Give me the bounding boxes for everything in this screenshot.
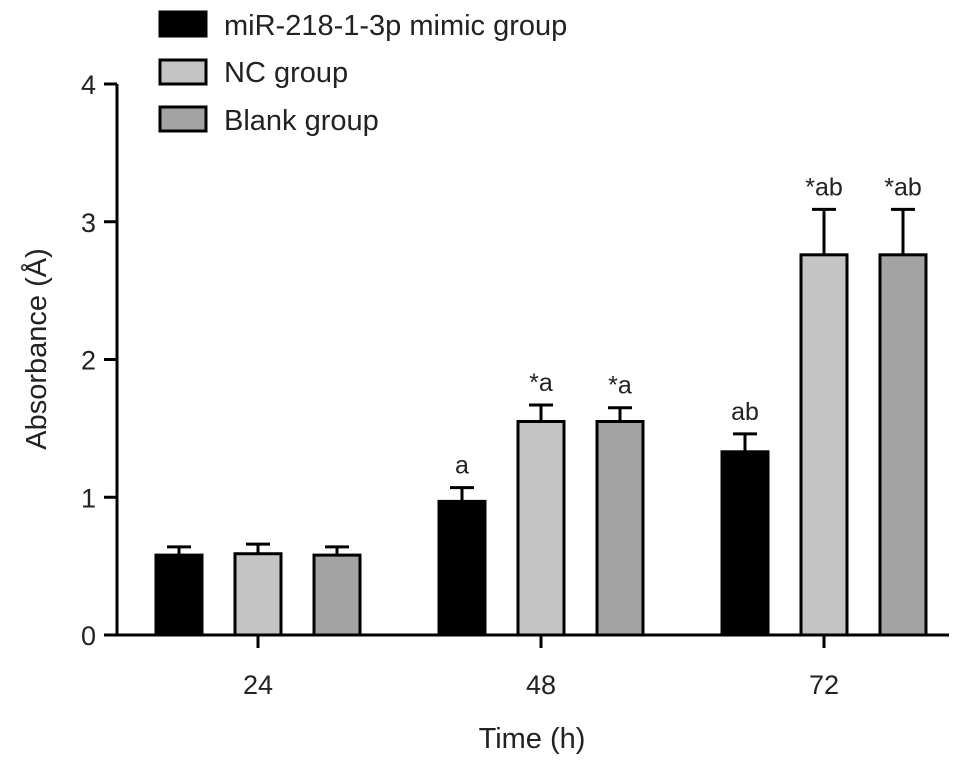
bar — [154, 553, 204, 637]
bar — [595, 419, 645, 637]
legend-swatch-nc — [158, 58, 208, 86]
legend-swatch-mimic — [158, 10, 208, 38]
x-axis-title: Time (h) — [479, 723, 586, 755]
bar — [516, 419, 566, 637]
y-tick-label: 0 — [81, 621, 96, 651]
significance-label: *a — [529, 369, 553, 397]
y-tick-label: 2 — [81, 346, 96, 376]
significance-label: *a — [608, 372, 632, 400]
legend-label-nc: NC group — [224, 57, 348, 89]
bar — [437, 499, 487, 637]
x-axis: 24 48 72 Time (h) — [115, 633, 949, 755]
x-tick-label: 72 — [809, 670, 839, 700]
x-tick-label: 24 — [243, 670, 273, 700]
y-tick-label: 1 — [81, 483, 96, 513]
legend: miR-218-1-3p mimic group NC group Blank … — [158, 10, 567, 137]
x-tick-label: 48 — [526, 670, 556, 700]
y-axis-title: Absorbance (Å) — [20, 248, 53, 450]
legend-label-blank: Blank group — [224, 105, 379, 137]
significance-label: ab — [731, 398, 759, 426]
bar — [878, 253, 928, 637]
legend-label-mimic: miR-218-1-3p mimic group — [224, 10, 567, 42]
bars: a *a *a ab *ab *ab — [154, 173, 928, 637]
y-axis: 0 1 2 3 4 Absorbance (Å) — [20, 70, 119, 651]
bar — [233, 552, 283, 637]
y-tick-label: 3 — [81, 208, 96, 238]
legend-swatch-blank — [158, 105, 208, 133]
bar — [720, 450, 770, 637]
bar — [312, 553, 362, 637]
y-tick-label: 4 — [81, 70, 96, 100]
significance-label: *ab — [805, 173, 843, 201]
bar — [799, 253, 849, 637]
significance-label: *ab — [884, 173, 922, 201]
significance-label: a — [455, 452, 469, 480]
